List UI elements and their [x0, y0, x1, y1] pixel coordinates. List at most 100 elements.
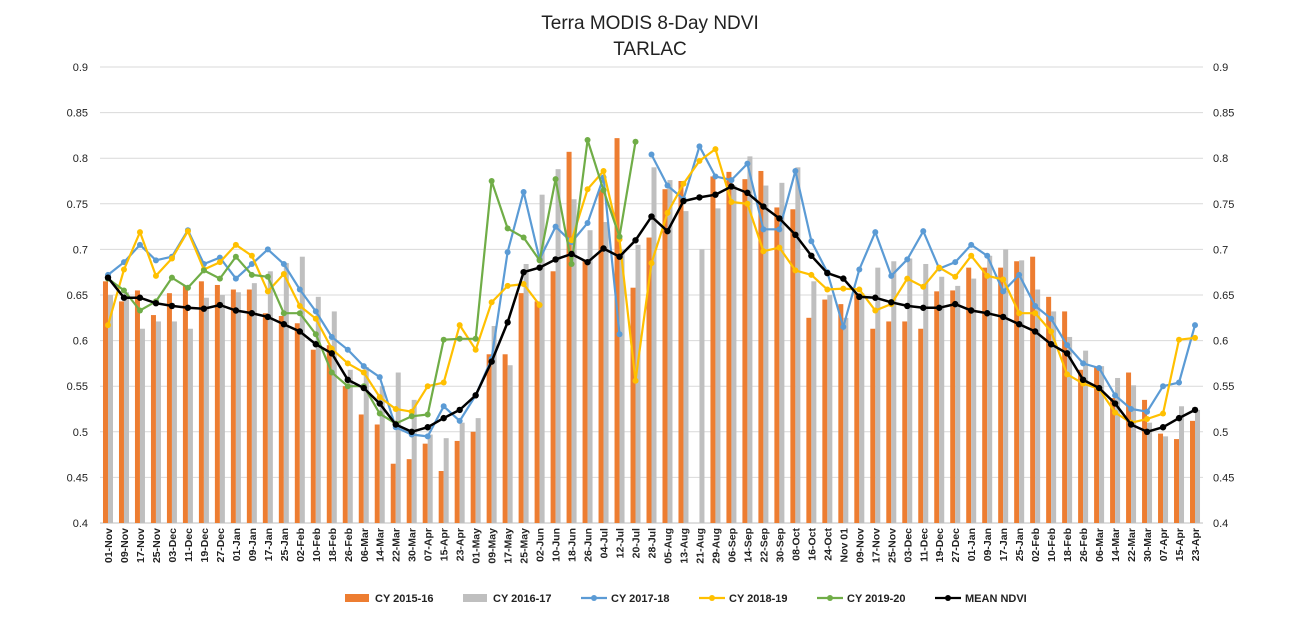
bar [934, 291, 940, 523]
bar [246, 289, 252, 523]
data-point [120, 266, 127, 273]
x-tick-label: 16-Oct [806, 528, 818, 561]
legend-label: CY 2019-20 [847, 593, 906, 605]
bar [507, 365, 513, 523]
data-point [360, 363, 367, 370]
bar [427, 434, 433, 523]
x-tick-label: 25-Nov [886, 528, 898, 563]
data-point [632, 237, 639, 244]
x-tick-label: 09-Nov [854, 528, 866, 563]
data-point [696, 157, 703, 164]
bar [1158, 433, 1164, 523]
bar [299, 256, 305, 523]
data-point [440, 414, 447, 422]
data-point [216, 275, 223, 282]
data-point [328, 333, 335, 340]
data-point [584, 258, 591, 266]
data-point [584, 186, 591, 193]
bar [155, 321, 161, 523]
bar [619, 249, 625, 523]
data-point [312, 341, 320, 348]
data-point [1031, 328, 1039, 335]
data-point [824, 269, 831, 277]
x-tick-label: 30-Mar [1142, 528, 1154, 562]
data-point [1127, 421, 1135, 428]
y-tick-label-left: 0.7 [73, 244, 88, 256]
data-point [504, 282, 511, 289]
legend-label: MEAN NDVI [965, 593, 1027, 605]
x-tick-label: 25-Nov [151, 528, 163, 563]
data-point [488, 178, 495, 184]
data-point [344, 360, 351, 367]
bar [1142, 399, 1148, 523]
y-tick-label-left: 0.8 [73, 153, 88, 165]
bar [902, 321, 908, 523]
data-point [456, 322, 463, 329]
line-series [104, 136, 1199, 440]
data-point [264, 288, 271, 295]
bar [875, 267, 881, 523]
data-point [1096, 364, 1103, 371]
y-axis-right: 0.4 0.45 0.5 0.55 0.6 0.65 0.7 0.75 0.8 0.85 0.9 [1213, 62, 1234, 530]
series-line [104, 183, 1199, 435]
data-point [408, 413, 415, 420]
x-tick-label: 25-Jan [1014, 528, 1026, 561]
data-point [968, 307, 975, 314]
data-point [1063, 350, 1071, 357]
x-tick-label: 01-May [471, 528, 483, 564]
bar [134, 290, 140, 523]
x-tick-label: 03-Dec [167, 528, 179, 563]
data-point [136, 241, 143, 248]
data-point [488, 358, 495, 365]
data-point [632, 377, 639, 384]
x-tick-label: 23-Apr [1190, 528, 1202, 561]
data-point [776, 226, 783, 233]
x-tick-label: 13-Aug [678, 528, 690, 564]
bar [1035, 289, 1041, 523]
bar [342, 386, 348, 523]
x-tick-label: 09-Nov [119, 528, 131, 563]
data-point [1160, 410, 1167, 417]
data-point [1144, 408, 1151, 415]
data-point [232, 241, 239, 248]
x-tick-label: 14-Mar [1110, 528, 1122, 562]
data-point [856, 266, 863, 273]
x-tick-label: 18-Jun [567, 528, 579, 562]
bar [1163, 436, 1169, 523]
bar [123, 292, 129, 523]
bar [470, 431, 476, 523]
data-point [1016, 310, 1023, 317]
data-point [376, 400, 383, 407]
y-tick-label-left: 0.6 [73, 336, 88, 348]
data-point [200, 305, 208, 312]
data-point [120, 294, 128, 301]
bar [283, 263, 289, 523]
data-point [120, 287, 127, 294]
data-point [232, 275, 239, 282]
data-point [280, 310, 287, 317]
bar [166, 293, 172, 523]
y-tick-label-left: 0.45 [67, 472, 88, 484]
data-point [920, 304, 927, 311]
data-point [904, 275, 911, 282]
bar [219, 295, 225, 523]
data-point [552, 223, 559, 230]
data-point [776, 215, 783, 222]
bar [502, 354, 508, 523]
data-point [856, 293, 863, 301]
bar [827, 295, 833, 523]
bar [790, 209, 796, 523]
data-point [280, 271, 287, 278]
data-point [312, 315, 319, 322]
x-tick-label: 11-Dec [183, 528, 195, 562]
bar [838, 304, 844, 523]
x-tick-label: 02-Feb [295, 528, 307, 562]
y-tick-label-right: 0.65 [1213, 290, 1234, 302]
data-point [424, 383, 431, 390]
bar [422, 443, 428, 523]
data-point [1015, 320, 1023, 328]
bar [150, 315, 156, 523]
bar [331, 311, 337, 523]
data-point [952, 300, 959, 308]
bar [955, 285, 961, 523]
